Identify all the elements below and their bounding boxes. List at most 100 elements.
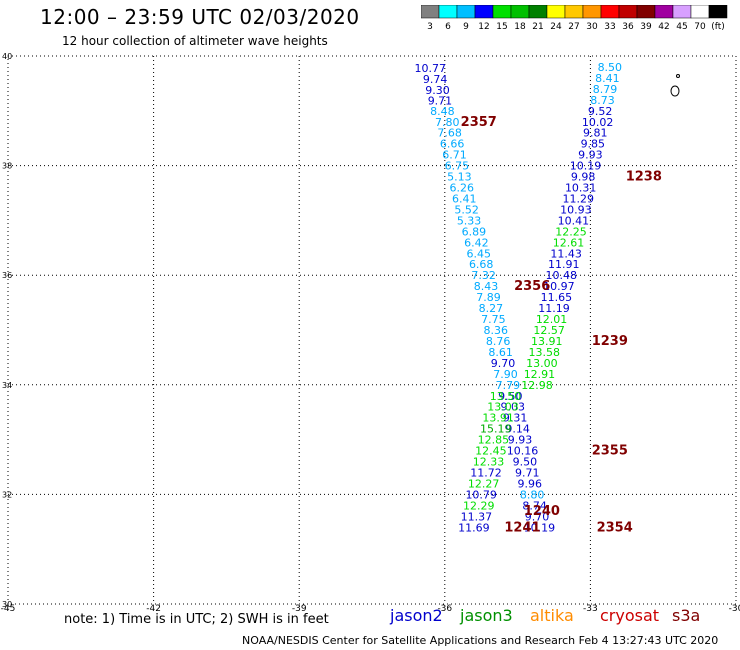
data-label-jason2: 7.90 [493, 368, 518, 381]
colorbar-label: 70 [694, 22, 706, 31]
data-label-jason3: 11.65 [541, 291, 573, 304]
data-label-jason2: 9.93 [508, 434, 533, 447]
data-label-jason3: 10.97 [543, 280, 575, 293]
chart-subtitle: 12 hour collection of altimeter wave hei… [62, 34, 328, 48]
data-label-jason2: 9.70 [525, 510, 550, 523]
data-label-s3a: 1239 [592, 334, 628, 349]
data-label-jason3: 11.72 [470, 466, 502, 479]
data-label-jason3: 10.93 [560, 203, 592, 216]
data-label-s3a: 2357 [461, 115, 497, 130]
data-label-jason2: 8.74 [522, 499, 547, 512]
island-mark [670, 85, 680, 97]
data-label-jason3: 9.52 [588, 105, 613, 118]
data-label-jason3: 13.03 [487, 401, 519, 414]
data-label-jason2: 8.27 [479, 302, 504, 315]
data-label-jason3: 12.61 [553, 236, 585, 249]
data-label-jason2: 7.80 [435, 116, 460, 129]
y-tick-label: 36 [2, 271, 12, 280]
data-label-s3a: 2355 [592, 444, 628, 459]
data-label-jason2: 7.68 [437, 127, 462, 140]
data-label-jason3: 13.00 [526, 357, 558, 370]
satellite-legend-s3a: s3a [672, 606, 701, 625]
data-label-jason2: 8.61 [488, 346, 513, 359]
data-label-jason2: 6.68 [469, 258, 494, 271]
data-label-jason2: 10.19 [524, 521, 556, 534]
data-label-jason2: 7.32 [471, 269, 496, 282]
data-label-jason3: 10.19 [570, 160, 602, 173]
data-label-jason3: 10.02 [582, 116, 614, 129]
data-label-jason3: 15.19 [480, 423, 512, 436]
x-tick-label: -33 [583, 604, 598, 612]
data-label-s3a: 1240 [524, 504, 560, 519]
data-label-jason2: 6.26 [450, 182, 475, 195]
colorbar-label: 6 [445, 22, 451, 31]
data-label-jason2: 8.43 [474, 280, 499, 293]
y-tick-label: 40 [2, 52, 12, 61]
data-label-jason2: 9.30 [425, 84, 450, 97]
satellite-legend-cryosat: cryosat [600, 606, 660, 625]
data-label-jason3: 11.43 [550, 247, 582, 260]
data-label-jason2: 5.13 [447, 171, 472, 184]
data-label-jason2: 6.42 [464, 236, 489, 249]
colorbar-swatch [708, 5, 728, 19]
data-label-jason2: 6.45 [467, 247, 492, 260]
colorbar-label: 33 [604, 22, 615, 31]
colorbar-label: 21 [532, 22, 543, 31]
data-label-jason3: 12.45 [475, 445, 507, 458]
data-label-jason3: 13.91 [482, 412, 514, 425]
data-label-jason3: 12.98 [521, 379, 553, 392]
plot-frame [7, 55, 737, 605]
data-label-jason2: 10.16 [507, 445, 539, 458]
data-label-jason2: 7.75 [481, 313, 506, 326]
data-label-jason2: 6.89 [462, 225, 487, 238]
footer-credit: NOAA/NESDIS Center for Satellite Applica… [242, 634, 719, 647]
colorbar-label: 24 [550, 22, 562, 31]
colorbar-label: 12 [478, 22, 489, 31]
data-label-jason3: 8.50 [598, 61, 623, 74]
x-tick-label: -30 [729, 604, 740, 612]
data-label-s3a: 1238 [626, 170, 662, 185]
data-label-jason3: 10.79 [465, 488, 497, 501]
data-label-jason3: 11.91 [548, 258, 580, 271]
x-tick-label: -42 [146, 604, 161, 612]
map-plot: -45-42-39-36-33-3040383634323010.779.749… [1, 52, 740, 612]
data-label-jason3: 13.91 [531, 335, 563, 348]
data-label-jason3: 12.33 [473, 456, 505, 469]
data-label-jason3: 10.48 [546, 269, 578, 282]
colorbar-label: 3 [427, 22, 433, 31]
data-label-jason2: 8.80 [520, 488, 545, 501]
x-tick-label: -36 [437, 604, 452, 612]
data-label-jason3: 10.31 [565, 182, 597, 195]
data-label-jason2: 5.33 [457, 214, 482, 227]
satellite-legend-jason3: jason3 [460, 606, 513, 625]
data-label-jason2: 8.76 [486, 335, 511, 348]
data-label-jason2: 6.66 [440, 138, 465, 151]
colorbar-label: 36 [622, 22, 634, 31]
data-label-jason2: 6.71 [442, 149, 467, 162]
colorbar-legend: 3 6 9 12 15 18 21 24 27 30 33 36 39 42 45 70 (ft) [421, 5, 728, 31]
data-label-s3a: 1241 [504, 520, 540, 535]
colorbar-label: 45 [676, 22, 687, 31]
data-label-s3a: 2356 [514, 279, 550, 294]
x-tick-label: -45 [1, 604, 16, 612]
data-label-jason2: 9.50 [498, 390, 523, 403]
data-label-jason3: 10.41 [558, 214, 590, 227]
data-label-jason2: 7.79 [496, 379, 521, 392]
data-label-jason3: 8.79 [593, 83, 618, 96]
colorbar-label: 9 [463, 22, 469, 31]
data-label-jason3: 11.29 [563, 192, 595, 205]
data-label-jason3: 9.93 [578, 149, 603, 162]
y-tick-label: 32 [2, 490, 12, 499]
data-label-jason2: 5.52 [454, 203, 479, 216]
colorbar-label: 42 [658, 22, 669, 31]
data-label-jason2: 9.71 [428, 94, 453, 107]
y-tick-label: 34 [2, 381, 12, 390]
data-label-jason2: 8.36 [484, 324, 509, 337]
data-label-jason3: 9.98 [571, 171, 596, 184]
data-label-jason2: 7.89 [476, 291, 501, 304]
data-label-jason3: 12.01 [536, 313, 568, 326]
data-label-jason3: 12.29 [463, 499, 495, 512]
colorbar-label: 15 [496, 22, 507, 31]
data-label-jason2: 10.77 [414, 62, 446, 75]
satellite-legend-altika: altika [530, 606, 574, 625]
